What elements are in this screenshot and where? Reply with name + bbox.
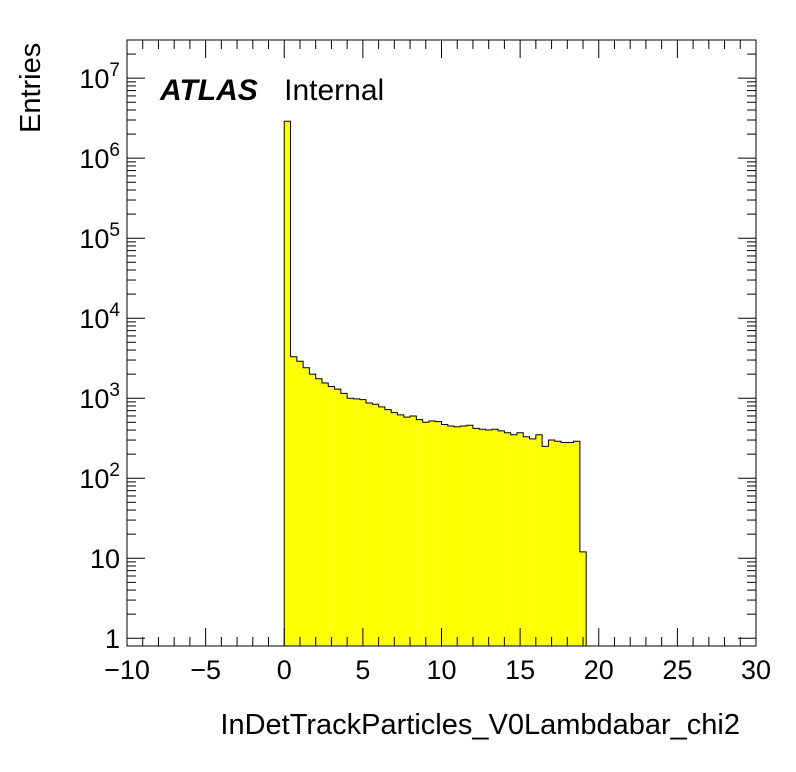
x-tick-label: −5: [190, 655, 221, 685]
histogram-bars: [283, 120, 587, 647]
x-tick-label: 5: [355, 655, 370, 685]
y-tick-label: 104: [79, 300, 120, 334]
histogram-bin: [441, 424, 448, 646]
x-tick-label: 25: [662, 655, 692, 685]
x-tick-label: 30: [741, 655, 771, 685]
histogram-bin: [315, 378, 322, 646]
histogram-bin: [428, 420, 436, 646]
y-tick-label: 1: [105, 624, 120, 654]
histogram-bin: [573, 441, 580, 646]
x-tick-label: 20: [584, 655, 614, 685]
y-tick-label: 106: [79, 140, 120, 174]
axis-ticks: [126, 39, 757, 646]
experiment-label: ATLAS: [159, 74, 258, 107]
histogram-outline: [283, 120, 587, 646]
histogram-bin: [284, 121, 291, 647]
histogram-bin: [504, 432, 511, 646]
histogram-bin: [561, 442, 568, 646]
histogram-bin: [290, 356, 297, 646]
y-tick-label: 10: [90, 544, 120, 574]
histogram-bin: [535, 434, 543, 646]
y-tick-label: 105: [79, 220, 120, 254]
histogram-bin: [435, 421, 442, 646]
y-tick-label: 107: [79, 60, 120, 94]
histogram-bin: [510, 434, 517, 646]
histogram-bin: [391, 412, 398, 646]
y-tick-label: 102: [79, 460, 120, 494]
status-label: Internal: [284, 74, 384, 107]
atlas-label: ATLAS Internal: [159, 74, 384, 107]
x-tick-label: 15: [505, 655, 535, 685]
histogram-bin: [403, 417, 411, 646]
histogram-bin: [529, 438, 536, 646]
histogram-bin: [340, 393, 348, 646]
histogram-bin: [567, 442, 574, 646]
histogram-bin: [353, 398, 360, 646]
histogram-bin: [309, 374, 316, 646]
histogram-bin: [359, 399, 367, 646]
histogram-bin: [410, 415, 417, 646]
histogram-bin: [542, 446, 549, 646]
histogram-bin: [321, 382, 329, 646]
histogram-bin: [334, 389, 341, 646]
histogram-bin: [548, 440, 555, 646]
histogram-bin: [296, 361, 304, 646]
y-tick-label: 103: [79, 380, 120, 414]
x-tick-labels: −10 −5 0 5 10 15 20 25 30: [104, 655, 771, 685]
histogram-bin: [498, 430, 505, 646]
histogram-bin: [447, 425, 455, 646]
histogram-bin: [466, 425, 473, 646]
histogram-bin: [579, 551, 587, 646]
plot-frame: [126, 39, 757, 647]
histogram-bin: [454, 426, 461, 646]
histogram-bin: [384, 409, 392, 646]
histogram-bin: [472, 428, 480, 646]
histogram-bin: [516, 432, 524, 646]
histogram-bin: [422, 422, 429, 646]
histogram-bin: [485, 430, 492, 646]
x-axis-title: InDetTrackParticles_V0Lambdabar_chi2: [220, 709, 740, 741]
x-tick-label: −10: [104, 655, 150, 685]
y-tick-labels: 1 10 102 103 104 105 106 107: [79, 60, 120, 654]
x-tick-label: 0: [277, 655, 292, 685]
histogram-bin: [416, 419, 423, 646]
histogram-bin: [460, 425, 467, 646]
histogram-bin: [366, 403, 373, 646]
histogram-bin: [491, 429, 499, 646]
y-axis-title: Entries: [15, 43, 47, 133]
histogram-bin: [378, 406, 385, 646]
histogram-bin: [372, 404, 379, 646]
histogram-bin: [479, 429, 486, 646]
x-tick-label: 10: [426, 655, 456, 685]
histogram-bin: [328, 386, 335, 646]
histogram-bin: [523, 436, 530, 646]
histogram-bin: [303, 367, 310, 646]
histogram-bin: [397, 414, 404, 646]
histogram-bin: [347, 398, 354, 646]
histogram-bin: [554, 441, 562, 646]
